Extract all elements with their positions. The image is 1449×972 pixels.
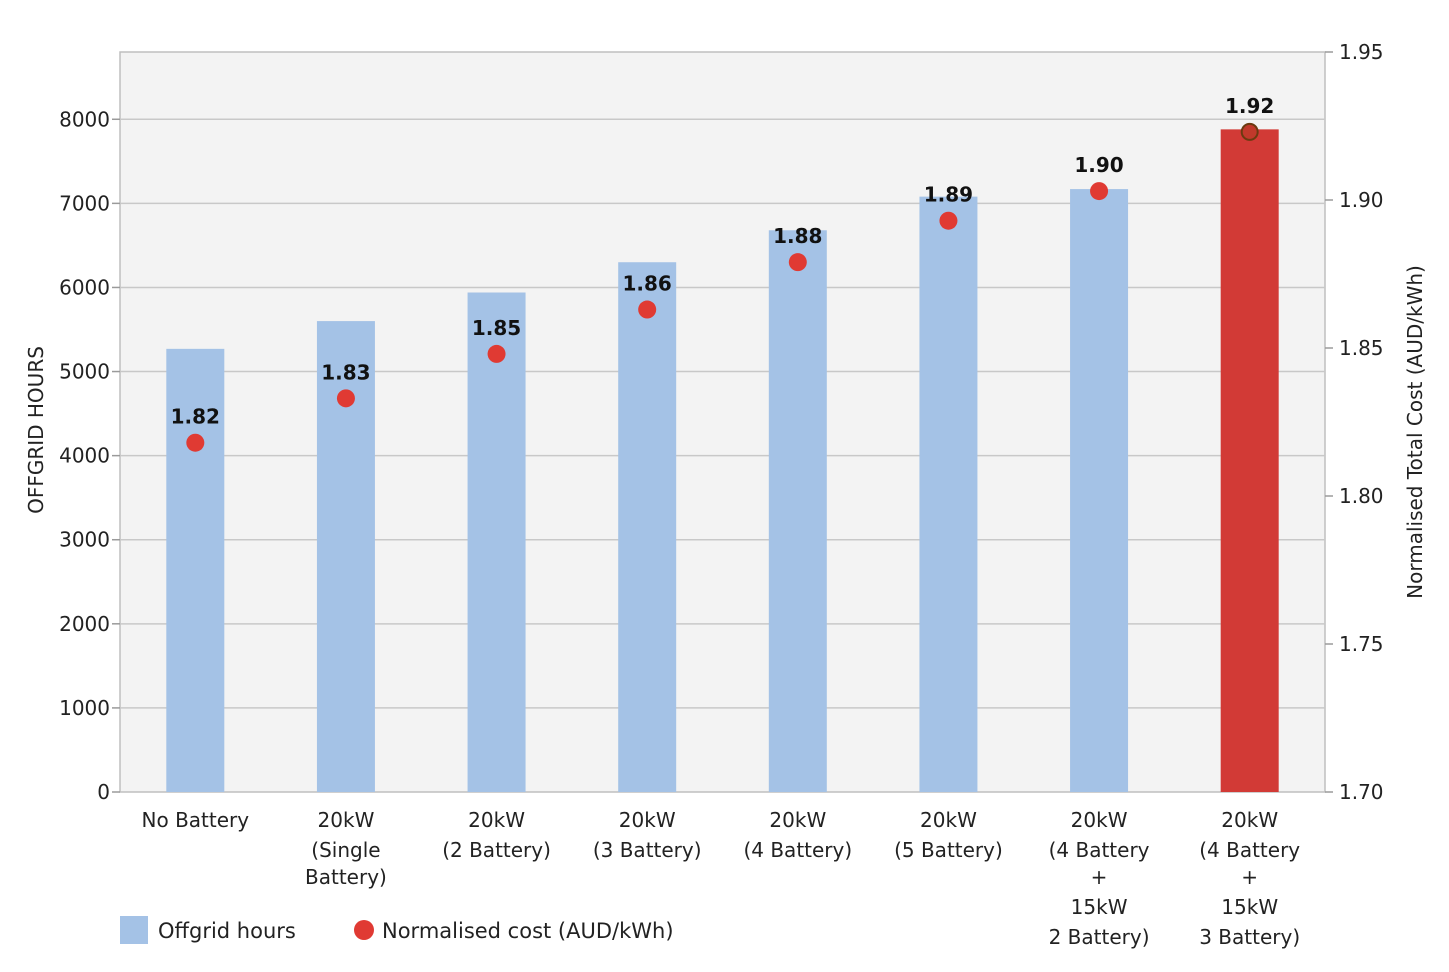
category-label-line: (Single: [311, 838, 380, 862]
right-tick-label: 1.70: [1339, 780, 1384, 804]
cost-data-label: 1.90: [1074, 153, 1123, 177]
category-label-line: +: [1241, 865, 1258, 889]
category-label-line: 20kW: [1221, 808, 1278, 832]
category-label-line: 20kW: [1071, 808, 1128, 832]
category-label-line: (4 Battery: [1049, 838, 1150, 862]
cost-data-label: 1.89: [924, 183, 973, 207]
category-label-line: 20kW: [318, 808, 375, 832]
category-label-line: Battery): [305, 865, 387, 889]
cost-data-label: 1.85: [472, 316, 521, 340]
category-label-line: 20kW: [769, 808, 826, 832]
data-labels: 1.82 1.83 1.85 1.86 1.88 1.89 1.90 1.92: [171, 94, 1275, 429]
category-label-line: 2 Battery): [1049, 925, 1150, 949]
cost-point: [788, 253, 807, 272]
category-label: 20kW (4 Battery): [743, 808, 852, 862]
bar-offgrid-hours: [618, 262, 677, 792]
category-label-line: 15kW: [1071, 895, 1128, 919]
category-label-line: (4 Battery): [743, 838, 852, 862]
cost-point: [638, 300, 657, 319]
left-tick-label: 2000: [59, 612, 110, 636]
bar-offgrid-hours: [1070, 189, 1129, 792]
category-label-line: 15kW: [1221, 895, 1278, 919]
plot-area: [119, 51, 1326, 793]
left-tick-label: 4000: [59, 444, 110, 468]
left-tick-label: 7000: [59, 191, 110, 215]
category-label-line: No Battery: [142, 808, 250, 832]
cost-data-label: 1.92: [1225, 94, 1274, 118]
category-label-line: (4 Battery: [1199, 838, 1300, 862]
category-label-line: 20kW: [468, 808, 525, 832]
left-tick-label: 0: [97, 780, 110, 804]
category-label: 20kW (Single Battery): [305, 808, 387, 889]
cost-point: [186, 433, 205, 452]
cost-points: [186, 122, 1259, 452]
bar-offgrid-hours: [919, 196, 978, 793]
legend-label-offgrid-hours: Offgrid hours: [158, 919, 296, 943]
bar-offgrid-hours: [166, 348, 225, 792]
category-label: 20kW (4 Battery +15kW 2 Battery): [1049, 808, 1150, 949]
right-axis-title: Normalised Total Cost (AUD/kWh): [1403, 265, 1427, 599]
category-label-line: 20kW: [920, 808, 977, 832]
category-label-line: (5 Battery): [894, 838, 1003, 862]
left-tick-label: 1000: [59, 696, 110, 720]
bar-offgrid-hours: [768, 230, 827, 793]
bar-offgrid-hours: [1220, 129, 1279, 792]
legend-label-normalised-cost: Normalised cost (AUD/kWh): [382, 919, 674, 943]
legend-swatch-offgrid-hours: [120, 916, 148, 944]
left-axis-title: OFFGRID HOURS: [24, 346, 48, 514]
right-tick-label: 1.85: [1339, 336, 1384, 360]
cost-data-label: 1.83: [321, 360, 370, 384]
bar-offgrid-hours: [467, 292, 526, 792]
left-tick-label: 3000: [59, 528, 110, 552]
cost-point: [336, 389, 355, 408]
cost-data-label: 1.88: [773, 224, 822, 248]
right-tick-label: 1.90: [1339, 188, 1384, 212]
category-label-line: 3 Battery): [1199, 925, 1300, 949]
right-tick-label: 1.75: [1339, 632, 1384, 656]
category-label: 20kW (5 Battery): [894, 808, 1003, 862]
left-axis-ticks: 0 1000 2000 3000 4000 5000 6000 7000 8000: [59, 107, 120, 804]
category-label: No Battery: [142, 808, 250, 832]
left-tick-label: 6000: [59, 275, 110, 299]
cost-point: [1090, 182, 1109, 201]
right-tick-label: 1.80: [1339, 484, 1384, 508]
category-label-line: 20kW: [619, 808, 676, 832]
category-labels: No Battery 20kW (Single Battery) 20kW (2 Batt…: [142, 808, 1301, 949]
legend-swatch-normalised-cost: [354, 920, 374, 940]
category-label-line: (2 Battery): [442, 838, 551, 862]
cost-data-label: 1.82: [171, 405, 220, 429]
left-tick-label: 8000: [59, 107, 110, 131]
legend: Offgrid hours Normalised cost (AUD/kWh): [120, 916, 674, 944]
cost-data-label: 1.86: [623, 272, 672, 296]
category-label: 20kW (4 Battery +15kW 3 Battery): [1199, 808, 1300, 949]
category-label: 20kW (2 Battery): [442, 808, 551, 862]
category-label: 20kW (3 Battery): [593, 808, 702, 862]
cost-point: [487, 344, 506, 363]
category-label-line: +: [1091, 865, 1108, 889]
left-tick-label: 5000: [59, 360, 110, 384]
category-label-line: (3 Battery): [593, 838, 702, 862]
right-tick-label: 1.95: [1339, 40, 1384, 64]
bars: [166, 129, 1279, 793]
cost-point: [939, 211, 958, 230]
right-axis-ticks: 1.70 1.75 1.80 1.85 1.90 1.95: [1325, 40, 1384, 804]
cost-point: [1240, 122, 1259, 141]
